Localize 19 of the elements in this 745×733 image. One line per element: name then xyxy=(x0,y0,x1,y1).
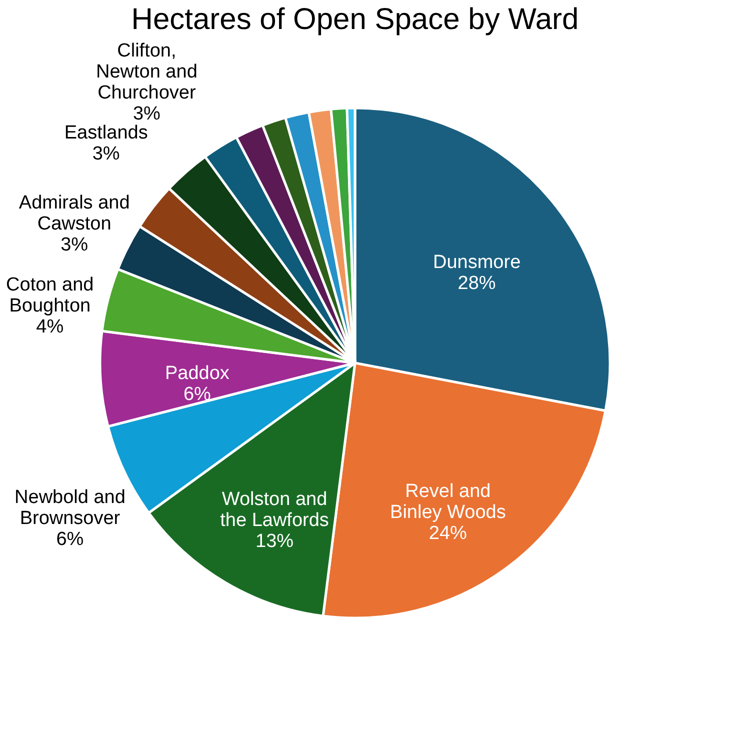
slice-label: Wolston and the Lawfords xyxy=(220,489,329,532)
slice-label: Revel and Binley Woods xyxy=(390,480,506,523)
slice-label: Admirals and Cawston xyxy=(18,192,130,235)
data-label: 6% xyxy=(183,384,212,405)
data-label: 3% xyxy=(92,144,120,165)
data-label: 13% xyxy=(256,531,294,552)
data-label: 3% xyxy=(60,234,88,256)
slice-label: Eastlands xyxy=(64,122,148,144)
data-label: 28% xyxy=(458,273,496,294)
slice-label: Clifton, Newton and Churchover xyxy=(96,40,198,104)
data-label: 3% xyxy=(132,104,161,125)
slice-label: Paddox xyxy=(164,362,230,384)
data-label: 6% xyxy=(56,529,84,550)
chart-title: Hectares of Open Space by Ward xyxy=(131,3,579,36)
slice-label: Dunsmore xyxy=(432,252,521,274)
slice-label: Coton and Boughton xyxy=(6,274,94,317)
slice-label: Newbold and Brownsover xyxy=(14,487,126,530)
data-label: 4% xyxy=(36,316,64,338)
data-label: 24% xyxy=(428,522,468,544)
